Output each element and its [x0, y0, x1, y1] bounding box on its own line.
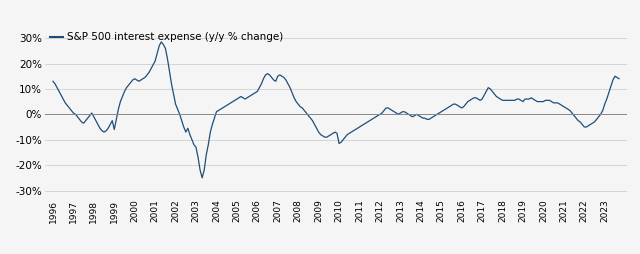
Legend: S&P 500 interest expense (y/y % change): S&P 500 interest expense (y/y % change): [50, 32, 283, 42]
